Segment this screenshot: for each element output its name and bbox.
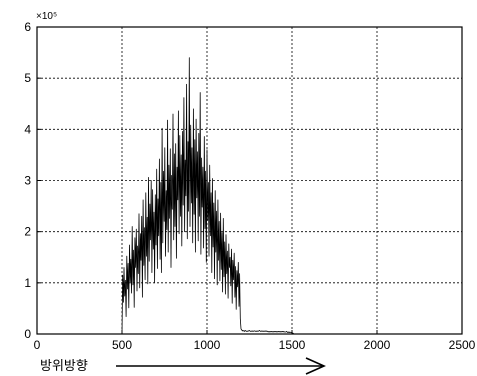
y-tick-label: 0: [24, 327, 31, 341]
series-line: [121, 57, 295, 335]
y-tick-label: 6: [24, 20, 31, 34]
x-tick-label: 1000: [194, 338, 221, 352]
x-tick-label: 1500: [279, 338, 306, 352]
direction-arrow: [116, 357, 326, 375]
grid: [37, 27, 462, 334]
y-tick-label: 4: [24, 122, 31, 136]
y-tick-label: 3: [24, 174, 31, 188]
x-tick-label: 2000: [364, 338, 391, 352]
x-tick-label: 0: [34, 338, 41, 352]
y-tick-label: 2: [24, 225, 31, 239]
x-tick-label: 2500: [449, 338, 476, 352]
y-tick-label: 1: [24, 276, 31, 290]
y-tick-labels: 0 1 2 3 4 5 6: [24, 20, 31, 341]
y-exponent-label: ×10⁵: [36, 11, 57, 22]
x-tick-labels: 0 500 1000 1500 2000 2500: [34, 338, 476, 352]
x-axis-label: 방위방향: [40, 359, 88, 374]
x-tick-label: 500: [112, 338, 132, 352]
y-tick-label: 5: [24, 71, 31, 85]
